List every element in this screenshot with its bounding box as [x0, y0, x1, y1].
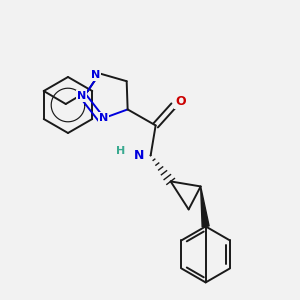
- Text: N: N: [77, 91, 86, 101]
- Text: O: O: [175, 95, 186, 108]
- Text: N: N: [91, 70, 100, 80]
- Polygon shape: [201, 186, 209, 227]
- Text: N: N: [134, 149, 144, 162]
- Text: N: N: [98, 113, 108, 123]
- Text: H: H: [116, 146, 125, 156]
